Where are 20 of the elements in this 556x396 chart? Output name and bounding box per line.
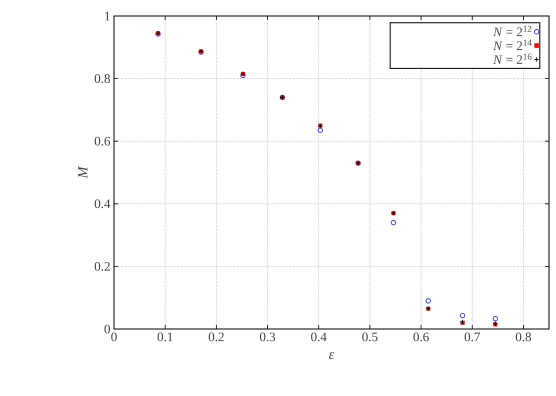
legend-label: N = 2$^{14}$	[493, 40, 532, 50]
x-tick-label: 0.7	[464, 332, 480, 342]
y-tick-label: 0.4	[94, 199, 110, 208]
y-tick-label: 0.8	[94, 74, 110, 84]
x-tick-label: 0.2	[208, 332, 224, 342]
y-tick-label: 1	[105, 12, 110, 20]
legend-label: N = 2$^{12}$	[493, 26, 532, 36]
y-tick-label: 0.6	[94, 136, 110, 146]
x-tick-label: 0.8	[516, 332, 532, 342]
x-tick-label: 0	[111, 332, 117, 342]
x-tick-label: 0.3	[260, 332, 276, 342]
y-tick-label: 0	[104, 324, 110, 334]
legend-label: N = 2$^{16}$	[493, 54, 532, 64]
x-tick-label: 0.1	[158, 332, 173, 342]
x-axis-title: ε	[329, 352, 334, 359]
y-tick-label: 0.2	[94, 262, 110, 271]
x-tick-label: 0.4	[311, 332, 327, 342]
x-tick-label: 0.6	[413, 332, 429, 342]
y-axis-title: M	[78, 166, 88, 178]
x-tick-label: 0.5	[362, 332, 378, 342]
